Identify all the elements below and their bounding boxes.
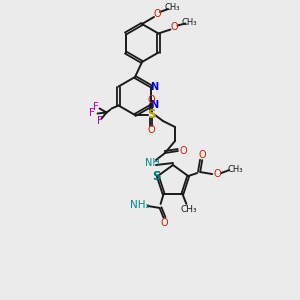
Text: O: O — [179, 146, 187, 156]
Text: N: N — [150, 82, 158, 92]
Text: NH: NH — [145, 158, 159, 168]
Text: S: S — [147, 109, 155, 122]
Text: S: S — [152, 169, 161, 183]
Text: NH₂: NH₂ — [130, 200, 149, 210]
Text: F: F — [93, 101, 98, 112]
Text: O: O — [153, 9, 161, 19]
Text: O: O — [147, 125, 155, 135]
Text: O: O — [161, 218, 168, 228]
Text: F: F — [97, 116, 103, 127]
Text: O: O — [198, 150, 206, 160]
Text: O: O — [147, 95, 155, 105]
Text: O: O — [171, 22, 178, 32]
Text: N: N — [150, 100, 158, 110]
Text: CH₃: CH₃ — [227, 165, 243, 174]
Text: CH₃: CH₃ — [180, 206, 197, 214]
Text: F: F — [88, 109, 94, 118]
Text: O: O — [213, 169, 221, 179]
Text: CH₃: CH₃ — [182, 18, 197, 27]
Text: CH₃: CH₃ — [164, 4, 180, 13]
